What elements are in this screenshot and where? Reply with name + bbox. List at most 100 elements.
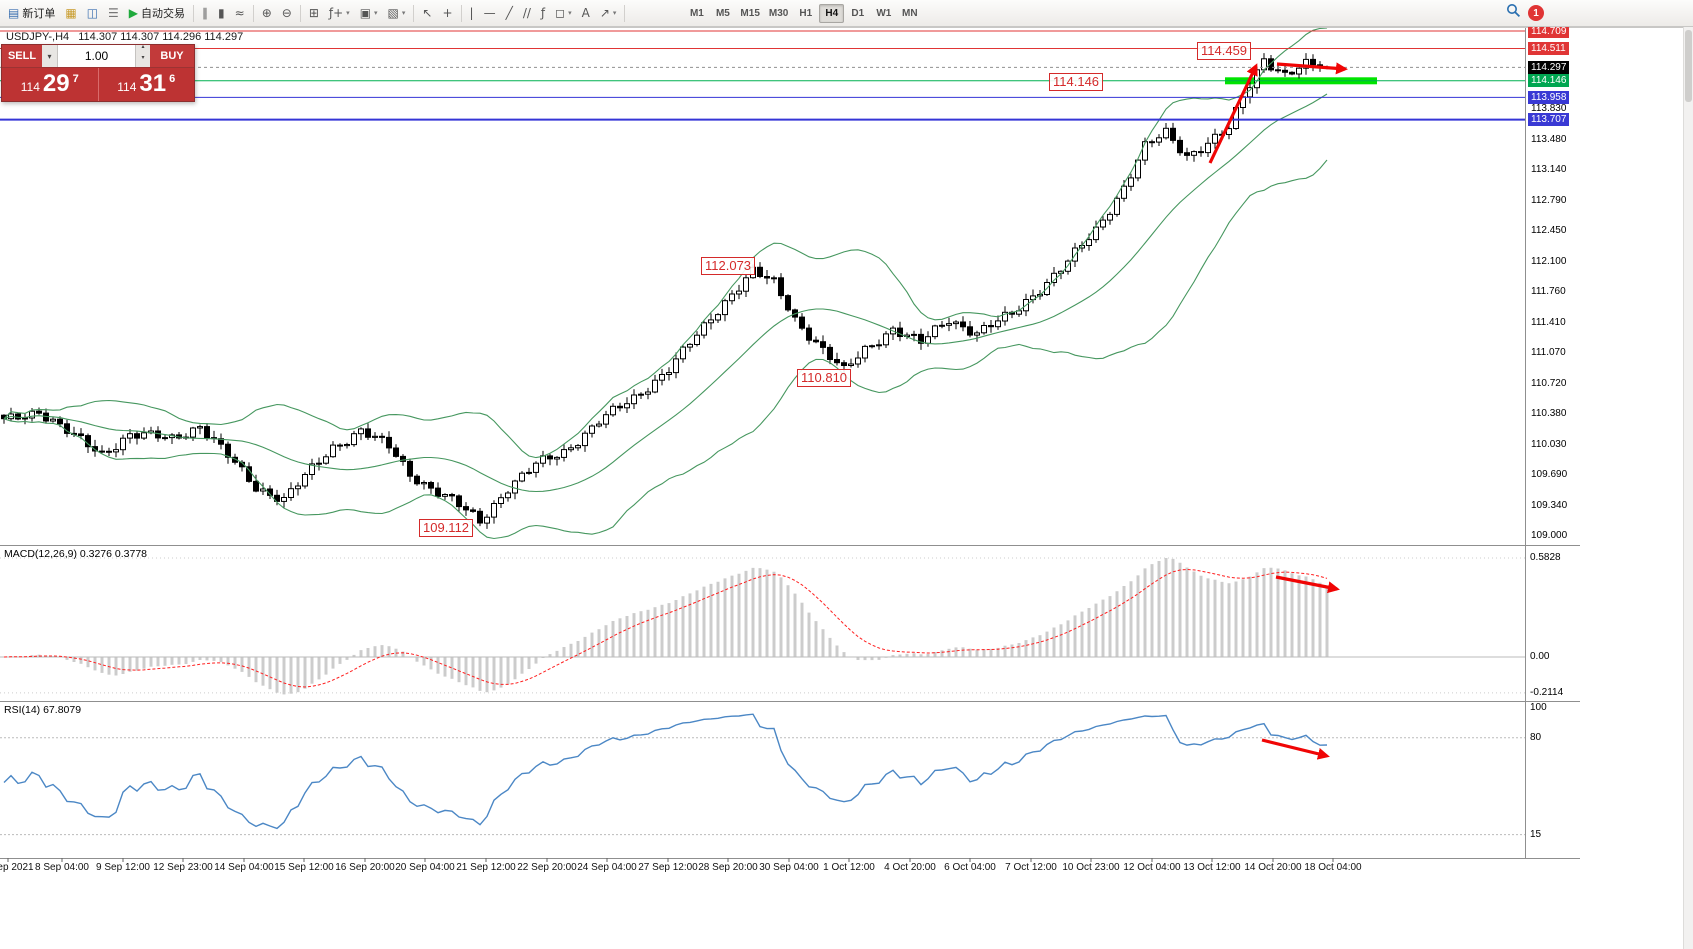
zoom-out-button[interactable]: ⊖ <box>277 3 297 24</box>
sell-price-main: 114 <box>20 80 40 94</box>
main-toolbar: ▤ 新订单 ▦ ◫ ☰ ▶ 自动交易 ∥ ▮ ≈ ⊕ ⊖ ⊞ ƒ+ ▾ ▣ ▾ ▧ ▾ ↖ + | — ╱//ƒ ◻ ▾ A ↗ ▾ M… <box>0 0 1693 27</box>
buy-button[interactable]: BUY <box>150 45 194 67</box>
crosshair-icon: + <box>442 6 453 20</box>
trend-arrow <box>1275 575 1340 594</box>
crosshair-button[interactable]: + <box>437 3 457 24</box>
toolbar-separator <box>252 4 254 22</box>
periods-button[interactable]: ▣ ▾ <box>355 3 383 24</box>
sell-price-pips: 29 <box>42 70 70 97</box>
auto-trading-icon: ▶ <box>128 6 139 20</box>
zoom-in-icon: ⊕ <box>261 6 272 20</box>
shapes-button[interactable]: ◻ ▾ <box>550 3 576 24</box>
buy-price-pips: 31 <box>139 70 167 97</box>
toolbar-separator <box>413 4 415 22</box>
profiles-button[interactable]: ◫ <box>82 3 103 24</box>
templates-icon: ▧ <box>387 6 399 20</box>
chart-symbol-period: USDJPY-,H4 <box>6 31 70 43</box>
notification-badge[interactable]: 1 <box>1528 5 1544 21</box>
lot-size-input[interactable] <box>58 45 135 67</box>
new-order-label: 新订单 <box>22 8 56 20</box>
trend-arrow <box>1261 738 1330 760</box>
equidistant-channel-button[interactable]: // <box>518 3 536 24</box>
chart-title: USDJPY-,H4 114.307 114.307 114.296 114.2… <box>6 31 243 43</box>
timeframe-m15-button[interactable]: M15 <box>736 4 763 23</box>
trade-controls-row: SELL ▾ ▴▾ BUY <box>2 44 194 68</box>
macd-histogram <box>9 558 1329 695</box>
chevron-down-icon: ▾ <box>568 10 572 17</box>
lot-stepper: ▴ ▾ <box>135 44 150 67</box>
cursor-icon: ↖ <box>422 6 433 20</box>
trendline-button[interactable]: ╱ <box>501 3 518 24</box>
zoom-out-icon: ⊖ <box>281 6 292 20</box>
timeframe-buttons: M1 M5 M15 M30 H1 H4 D1 W1 MN <box>684 3 922 23</box>
timeframe-h4-button[interactable]: H4 <box>819 3 845 23</box>
trend-arrow <box>1276 62 1348 75</box>
sell-price-frac: 7 <box>72 73 79 85</box>
chart-ohlc-values: 114.307 114.307 114.296 114.297 <box>78 31 244 43</box>
sell-button[interactable]: SELL <box>2 45 42 67</box>
timeframe-h1-button[interactable]: H1 <box>793 4 818 23</box>
indicators-icon: ƒ+ <box>328 6 344 20</box>
chevron-down-icon: ▾ <box>346 10 350 17</box>
text-label-button[interactable]: A <box>577 3 595 24</box>
profiles-icon: ◫ <box>86 6 99 20</box>
buy-price-frac: 6 <box>169 73 176 85</box>
chevron-down-icon: ▾ <box>374 10 378 17</box>
rsi-line <box>3 713 1328 830</box>
line-chart-icon: ≈ <box>234 6 245 20</box>
new-order-icon: ▤ <box>8 6 20 20</box>
arrows-tool-icon: ↗ <box>599 6 610 20</box>
timeframe-m5-button[interactable]: M5 <box>710 4 735 23</box>
zoom-in-button[interactable]: ⊕ <box>257 3 277 24</box>
timeframe-w1-button[interactable]: W1 <box>871 4 896 23</box>
toolbar-right: 1 <box>1506 3 1690 23</box>
horizontal-line-button[interactable]: — <box>479 3 501 24</box>
shapes-icon: ◻ <box>555 6 566 20</box>
trend-arrow <box>1208 63 1258 164</box>
one-click-trading-panel: SELL ▾ ▴▾ BUY 114 29 7 114 31 6 <box>1 44 195 102</box>
toolbar-separator <box>299 4 301 22</box>
lot-increase-icon[interactable]: ▴ <box>136 44 150 56</box>
market-watch-icon: ▦ <box>65 6 77 20</box>
new-order-button[interactable]: ▤ 新订单 <box>3 3 60 24</box>
buy-price-button[interactable]: 114 31 6 <box>97 68 194 101</box>
bar-chart-icon: ∥ <box>202 6 209 20</box>
text-label-icon: A <box>581 6 590 20</box>
tile-windows-button[interactable]: ⊞ <box>304 3 324 24</box>
timeframe-m1-button[interactable]: M1 <box>684 4 709 23</box>
fibonacci-button[interactable]: ƒ <box>536 3 550 24</box>
horizontal-line-icon: — <box>483 6 496 20</box>
cursor-button[interactable]: ↖ <box>417 3 437 24</box>
lot-dropdown-icon[interactable]: ▾ <box>42 45 58 67</box>
timeframe-mn-button[interactable]: MN <box>897 4 922 23</box>
toolbar-separator <box>193 4 195 22</box>
scrollbar-thumb[interactable] <box>1685 30 1692 102</box>
indicators-button[interactable]: ƒ+ ▾ <box>324 3 355 24</box>
market-watch-button[interactable]: ▦ <box>60 3 81 24</box>
timeframe-m30-button[interactable]: M30 <box>765 4 792 23</box>
macd-signal-line <box>3 568 1328 688</box>
auto-trading-button[interactable]: ▶ 自动交易 <box>124 3 190 24</box>
timeframe-d1-button[interactable]: D1 <box>845 4 870 23</box>
bollinger-band <box>3 27 1328 459</box>
bar-chart-button[interactable]: ∥ <box>197 3 213 24</box>
toolbar-buttons: ▤ 新订单 ▦ ◫ ☰ ▶ 自动交易 ∥ ▮ ≈ ⊕ ⊖ ⊞ ƒ+ ▾ ▣ ▾ ▧ ▾ ↖ + | — ╱//ƒ ◻ ▾ A ↗ ▾ <box>3 3 628 24</box>
line-chart-button[interactable]: ≈ <box>230 3 250 24</box>
terminal-button[interactable]: ☰ <box>103 3 124 24</box>
sell-price-button[interactable]: 114 29 7 <box>2 68 98 101</box>
vertical-line-button[interactable]: | <box>465 3 479 24</box>
templates-button[interactable]: ▧ ▾ <box>383 3 411 24</box>
equidistant-channel-icon: // <box>522 6 531 20</box>
candlestick-chart-button[interactable]: ▮ <box>213 3 230 24</box>
arrows-tool-button[interactable]: ↗ ▾ <box>595 3 622 24</box>
bollinger-band <box>3 159 1328 540</box>
search-icon[interactable] <box>1506 3 1521 23</box>
chevron-down-icon: ▾ <box>612 10 617 17</box>
toolbar-separator <box>624 4 626 22</box>
vertical-scrollbar[interactable] <box>1683 27 1693 949</box>
lot-decrease-icon[interactable]: ▾ <box>136 55 150 67</box>
candlestick-chart-icon: ▮ <box>218 6 225 20</box>
tile-windows-icon: ⊞ <box>308 6 319 20</box>
trade-prices-row: 114 29 7 114 31 6 <box>2 68 194 101</box>
